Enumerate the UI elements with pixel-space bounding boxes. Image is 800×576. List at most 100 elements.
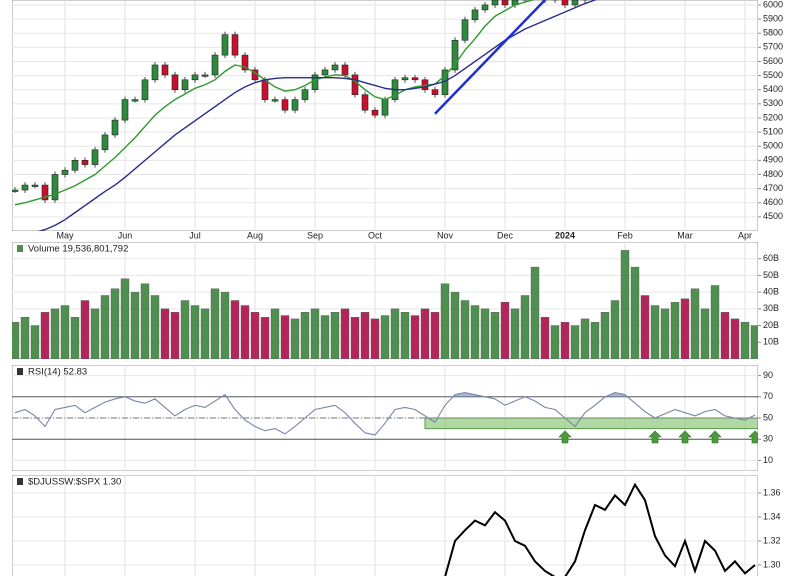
volume-bar bbox=[240, 305, 250, 359]
candle bbox=[491, 0, 499, 6]
volume-bar bbox=[380, 315, 390, 359]
x-tick-label: Dec bbox=[497, 230, 514, 240]
volume-bar bbox=[500, 301, 510, 359]
candle bbox=[261, 79, 269, 100]
x-tick-label: Jun bbox=[118, 230, 133, 240]
volume-bar bbox=[620, 250, 630, 359]
candle bbox=[301, 89, 309, 100]
candle bbox=[41, 184, 49, 201]
volume-bar bbox=[12, 322, 20, 359]
y-tick-label: 50B bbox=[763, 270, 779, 280]
volume-bar bbox=[130, 291, 140, 359]
volume-bar bbox=[720, 312, 730, 359]
candle bbox=[21, 184, 29, 191]
y-tick-label: 40B bbox=[763, 287, 779, 297]
volume-bar bbox=[270, 308, 280, 359]
y-tick-label: 5800 bbox=[763, 28, 783, 38]
volume-bar bbox=[590, 322, 600, 359]
candle bbox=[361, 94, 369, 111]
volume-bar bbox=[640, 295, 650, 359]
candle bbox=[281, 99, 289, 111]
volume-bar bbox=[540, 317, 550, 359]
volume-bar bbox=[440, 283, 450, 359]
candle bbox=[571, 0, 579, 6]
volume-bar bbox=[60, 305, 70, 359]
y-tick-label: 90 bbox=[763, 370, 773, 380]
candle bbox=[371, 109, 379, 116]
candle bbox=[231, 34, 239, 56]
y-tick-label: 70 bbox=[763, 391, 773, 401]
volume-bar bbox=[170, 312, 180, 359]
volume-bar bbox=[330, 312, 340, 359]
volume-bar bbox=[550, 325, 560, 359]
panel-frame bbox=[12, 475, 758, 576]
volume-bar bbox=[370, 318, 380, 359]
candle bbox=[151, 64, 159, 81]
candle bbox=[31, 184, 39, 187]
y-tick-label: 30 bbox=[763, 434, 773, 444]
candle bbox=[241, 54, 249, 71]
candle bbox=[461, 19, 469, 41]
volume-bar bbox=[210, 288, 220, 359]
candle bbox=[401, 77, 409, 81]
volume-bar bbox=[250, 312, 260, 359]
volume-bar bbox=[480, 308, 490, 359]
volume-bar bbox=[20, 317, 30, 359]
volume-bar bbox=[570, 325, 580, 359]
candle bbox=[171, 74, 179, 91]
candle bbox=[291, 99, 299, 111]
y-tick-label: 5500 bbox=[763, 70, 783, 80]
volume-bar bbox=[230, 300, 240, 359]
volume-bar bbox=[110, 288, 120, 359]
y-tick-label: 6000 bbox=[763, 0, 783, 9]
x-tick-label: Sep bbox=[307, 230, 323, 240]
panel-title: Volume 19,536,801,792 bbox=[28, 244, 128, 255]
candle bbox=[51, 174, 59, 201]
y-tick-label: 5400 bbox=[763, 84, 783, 94]
volume-bar bbox=[460, 300, 470, 359]
volume-bar bbox=[260, 317, 270, 359]
candle bbox=[161, 64, 169, 76]
header-icon bbox=[17, 245, 23, 252]
panel bbox=[12, 0, 758, 231]
volume-bar bbox=[310, 308, 320, 359]
volume-bar bbox=[320, 315, 330, 359]
signal-arrow bbox=[648, 430, 662, 444]
y-tick-label: 1.34 bbox=[763, 511, 781, 521]
volume-bar bbox=[300, 312, 310, 359]
candle bbox=[501, 0, 509, 6]
candle bbox=[81, 160, 89, 165]
volume-bar bbox=[150, 295, 160, 359]
volume-bar bbox=[120, 278, 130, 359]
x-tick-label: Apr bbox=[738, 230, 752, 240]
candle bbox=[181, 79, 189, 91]
candle bbox=[61, 169, 69, 175]
volume-bar bbox=[700, 308, 710, 359]
volume-bar bbox=[740, 322, 750, 359]
panel-title: RSI(14) 52.83 bbox=[28, 367, 87, 378]
header-icon bbox=[17, 478, 23, 485]
line-series bbox=[14, 391, 756, 436]
volume-bar bbox=[190, 305, 200, 359]
candle bbox=[381, 99, 389, 116]
candle bbox=[201, 74, 209, 77]
y-tick-label: 5200 bbox=[763, 112, 783, 122]
y-tick-label: 20B bbox=[763, 320, 779, 330]
y-tick-label: 1.30 bbox=[763, 559, 781, 569]
candle bbox=[111, 119, 119, 136]
volume-bar bbox=[630, 266, 640, 359]
y-tick-label: 60B bbox=[763, 253, 779, 263]
y-tick-label: 50 bbox=[763, 412, 773, 422]
volume-bar bbox=[560, 322, 570, 359]
volume-bar bbox=[200, 308, 210, 359]
candle bbox=[331, 64, 339, 71]
volume-bar bbox=[50, 308, 60, 359]
support-zone bbox=[424, 417, 758, 430]
signal-arrow bbox=[558, 430, 572, 444]
candle bbox=[431, 89, 439, 95]
volume-bar bbox=[400, 312, 410, 359]
x-tick-label: Nov bbox=[437, 230, 454, 240]
header-icon bbox=[17, 368, 23, 375]
candle bbox=[131, 99, 139, 102]
